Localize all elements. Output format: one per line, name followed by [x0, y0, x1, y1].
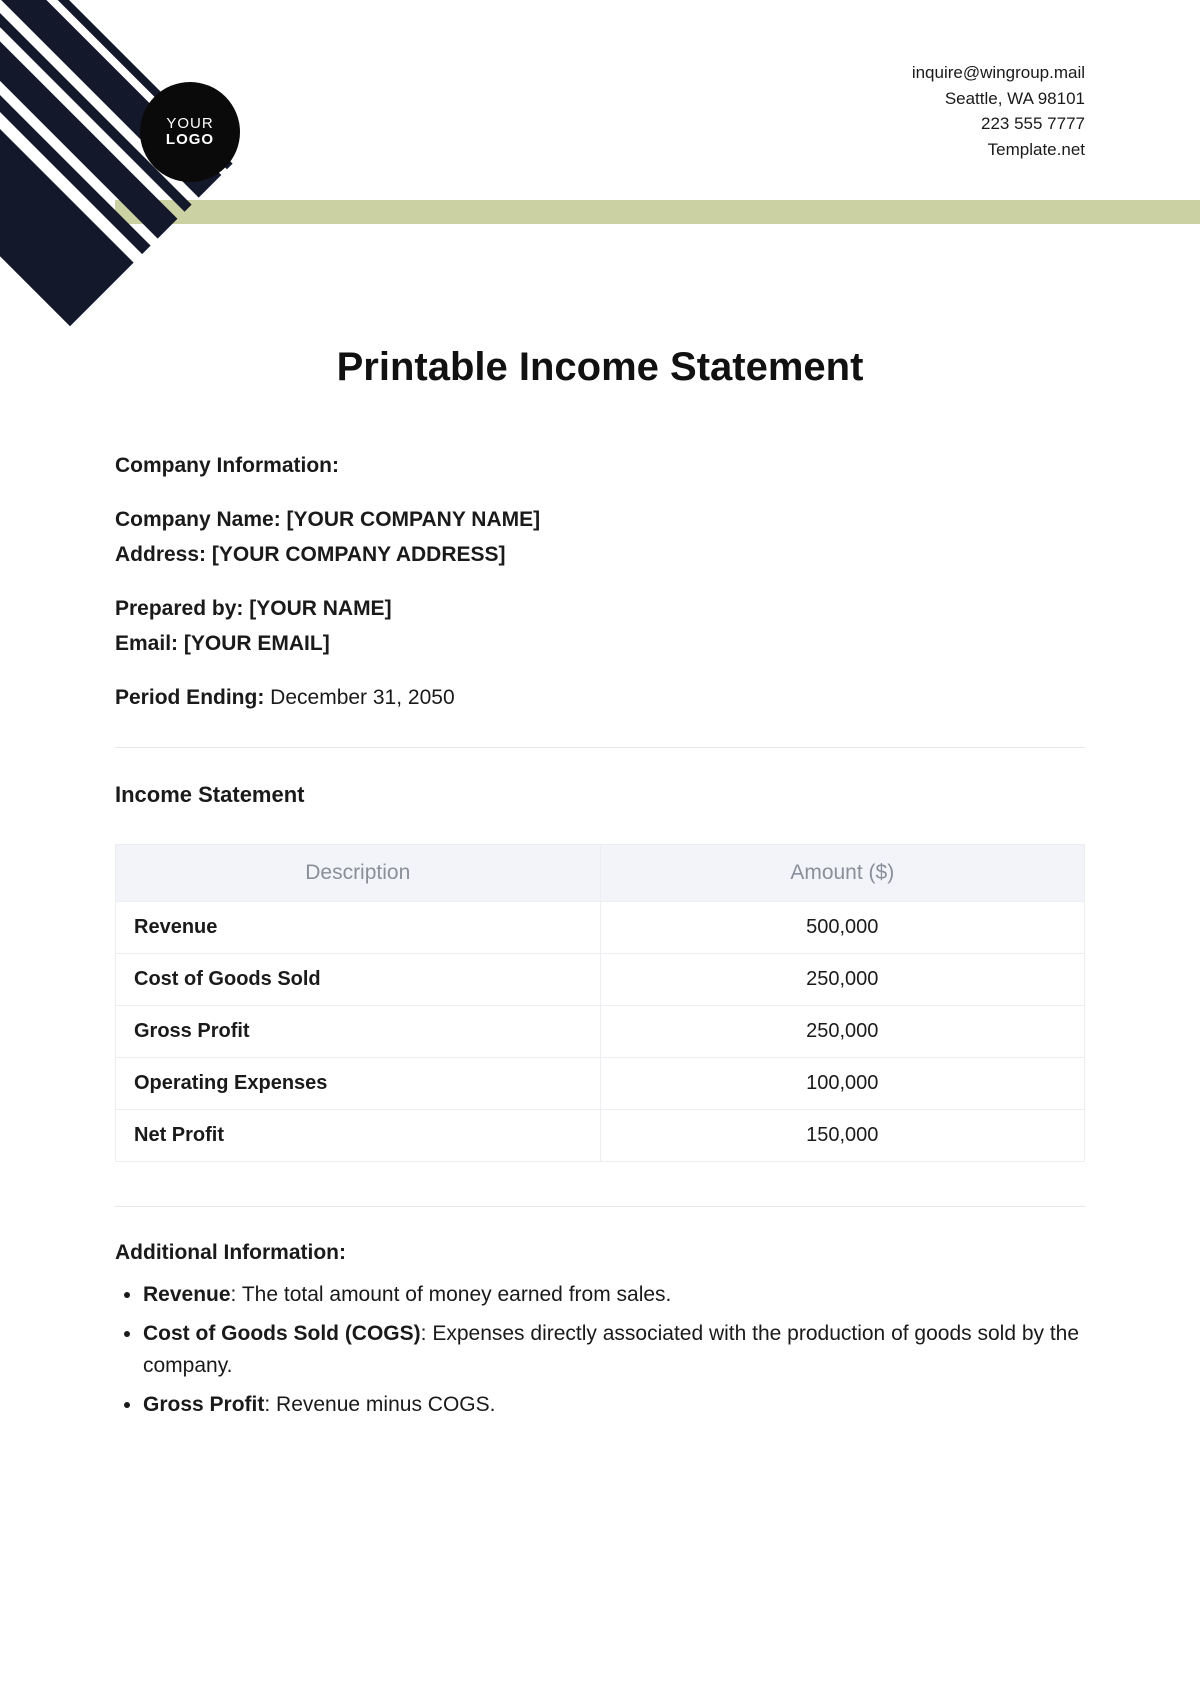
statement-heading: Income Statement — [115, 782, 1085, 808]
additional-heading: Additional Information: — [115, 1241, 1085, 1265]
company-name-value: [YOUR COMPANY NAME] — [287, 508, 541, 531]
cell-desc: Operating Expenses — [116, 1058, 601, 1110]
table-row: Operating Expenses 100,000 — [116, 1058, 1085, 1110]
company-address-label: Address: — [115, 543, 206, 566]
income-statement-table: Description Amount ($) Revenue 500,000 C… — [115, 844, 1085, 1162]
company-info: Company Information: Company Name: [YOUR… — [115, 450, 1085, 713]
period-value: December 31, 2050 — [270, 686, 454, 709]
definition: : Revenue minus COGS. — [264, 1393, 495, 1416]
logo-line2: LOGO — [166, 132, 214, 149]
contact-block: inquire@wingroup.mail Seattle, WA 98101 … — [912, 60, 1085, 162]
table-row: Revenue 500,000 — [116, 902, 1085, 954]
list-item: Gross Profit: Revenue minus COGS. — [143, 1389, 1085, 1422]
contact-phone: 223 555 7777 — [912, 111, 1085, 137]
cell-desc: Net Profit — [116, 1110, 601, 1162]
cell-amount: 500,000 — [600, 902, 1085, 954]
prepared-by-value: [YOUR NAME] — [249, 597, 391, 620]
divider — [115, 747, 1085, 748]
contact-email: inquire@wingroup.mail — [912, 60, 1085, 86]
definition: : The total amount of money earned from … — [231, 1283, 672, 1306]
list-item: Cost of Goods Sold (COGS): Expenses dire… — [143, 1318, 1085, 1383]
contact-address: Seattle, WA 98101 — [912, 86, 1085, 112]
cell-amount: 100,000 — [600, 1058, 1085, 1110]
email-value: [YOUR EMAIL] — [184, 632, 330, 655]
email-label: Email: — [115, 632, 178, 655]
cell-desc: Gross Profit — [116, 1006, 601, 1058]
list-item: Revenue: The total amount of money earne… — [143, 1279, 1085, 1312]
term: Cost of Goods Sold (COGS) — [143, 1322, 421, 1345]
cell-amount: 150,000 — [600, 1110, 1085, 1162]
cell-desc: Revenue — [116, 902, 601, 954]
term: Gross Profit — [143, 1393, 264, 1416]
col-description: Description — [116, 845, 601, 902]
table-row: Cost of Goods Sold 250,000 — [116, 954, 1085, 1006]
term: Revenue — [143, 1283, 231, 1306]
content: Printable Income Statement Company Infor… — [0, 225, 1200, 1421]
table-row: Net Profit 150,000 — [116, 1110, 1085, 1162]
col-amount: Amount ($) — [600, 845, 1085, 902]
company-address-value: [YOUR COMPANY ADDRESS] — [212, 543, 506, 566]
additional-list: Revenue: The total amount of money earne… — [115, 1279, 1085, 1421]
divider — [115, 1206, 1085, 1207]
prepared-by-label: Prepared by: — [115, 597, 243, 620]
period-label: Period Ending: — [115, 686, 264, 709]
company-name-label: Company Name: — [115, 508, 281, 531]
accent-bar — [115, 200, 1200, 224]
page-title: Printable Income Statement — [115, 345, 1085, 390]
table-row: Gross Profit 250,000 — [116, 1006, 1085, 1058]
company-info-heading: Company Information: — [115, 454, 339, 477]
contact-site: Template.net — [912, 137, 1085, 163]
cell-desc: Cost of Goods Sold — [116, 954, 601, 1006]
cell-amount: 250,000 — [600, 1006, 1085, 1058]
logo: YOUR LOGO — [140, 82, 240, 182]
cell-amount: 250,000 — [600, 954, 1085, 1006]
logo-line1: YOUR — [166, 116, 213, 133]
header: YOUR LOGO inquire@wingroup.mail Seattle,… — [0, 0, 1200, 225]
